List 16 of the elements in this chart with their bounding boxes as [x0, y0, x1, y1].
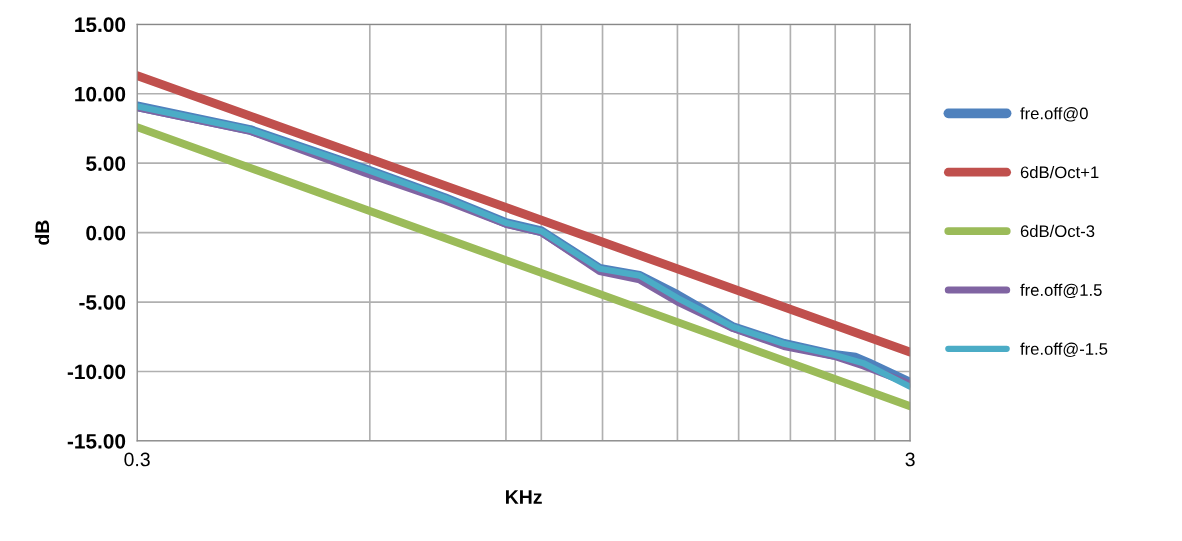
y-tick-label: 0.00	[86, 225, 126, 241]
x-tick-label: 3	[905, 452, 915, 467]
x-tick-label: 0.3	[124, 452, 150, 467]
legend-label: fre.off@-1.5	[1020, 342, 1108, 357]
y-tick-label: 5.00	[86, 156, 126, 171]
legend-label: 6dB/Oct+1	[1020, 165, 1099, 179]
legend-label: fre.off@0	[1020, 107, 1088, 122]
y-tick-label: 15.00	[75, 17, 126, 33]
legend-label: 6dB/Oct-3	[1020, 224, 1095, 238]
y-tick-label: 10.00	[75, 86, 126, 102]
y-tick-label: -5.00	[79, 295, 126, 310]
legend-label: fre.off@1.5	[1020, 283, 1102, 299]
y-tick-label: -10.00	[67, 364, 126, 380]
x-axis-title: KHz	[506, 490, 542, 504]
y-tick-label: -15.00	[67, 433, 126, 449]
y-axis-title: dB	[34, 220, 50, 245]
